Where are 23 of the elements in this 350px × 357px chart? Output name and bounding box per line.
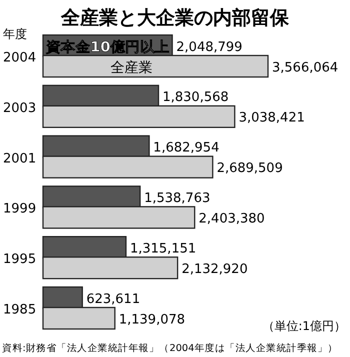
data-label: 2,689,509	[216, 161, 283, 176]
y-axis-title: 年度	[3, 27, 27, 41]
data-label: 3,566,064	[272, 60, 338, 76]
chart-title: 全産業と大企業の内部留保	[60, 7, 290, 29]
data-label: 1,830,568	[162, 90, 229, 106]
data-label: 623,611	[86, 292, 140, 307]
data-label: 3,038,421	[238, 110, 305, 126]
data-label: 1,315,151	[130, 241, 196, 256]
data-label: 2,048,799	[176, 40, 242, 55]
annotation: （単位:1億円）	[262, 319, 346, 333]
y-tick-label: 2003	[3, 100, 36, 116]
data-label: 1,682,954	[153, 140, 220, 156]
y-tick-label: 1985	[3, 302, 36, 318]
y-tick-label: 2004	[3, 50, 36, 66]
data-label: 2,132,920	[182, 262, 248, 277]
text: 資料:財務省「法人企業統計年報」（2004年度は「法人企業統計季報」）	[2, 342, 338, 354]
y-tick-label: 1999	[3, 202, 36, 217]
y-tick-label: 1995	[3, 252, 36, 268]
y-tick-label: 2001	[3, 151, 36, 166]
series-label: 全産業	[110, 60, 152, 76]
data-label: 1,538,763	[144, 190, 210, 206]
data-label: 2,403,380	[198, 211, 265, 226]
data-label: 1,139,078	[118, 312, 186, 328]
